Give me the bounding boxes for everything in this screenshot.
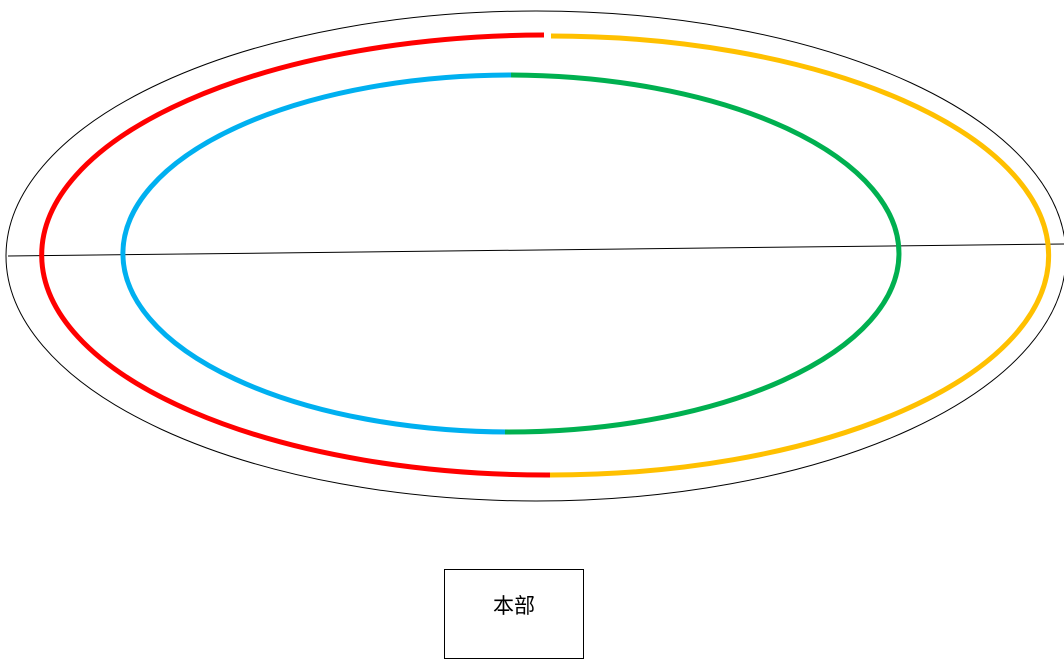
inner-lane-left-arc [120, 72, 514, 435]
outer-lane-right-arc [549, 33, 1052, 478]
outer-boundary-ellipse [5, 10, 1064, 502]
headquarters-box: 本部 [444, 569, 584, 659]
inner-lane-right-arc [504, 72, 902, 435]
outer-lane-left-arc [39, 32, 551, 478]
center-divider-line [7, 243, 1064, 257]
headquarters-label: 本部 [493, 594, 535, 618]
